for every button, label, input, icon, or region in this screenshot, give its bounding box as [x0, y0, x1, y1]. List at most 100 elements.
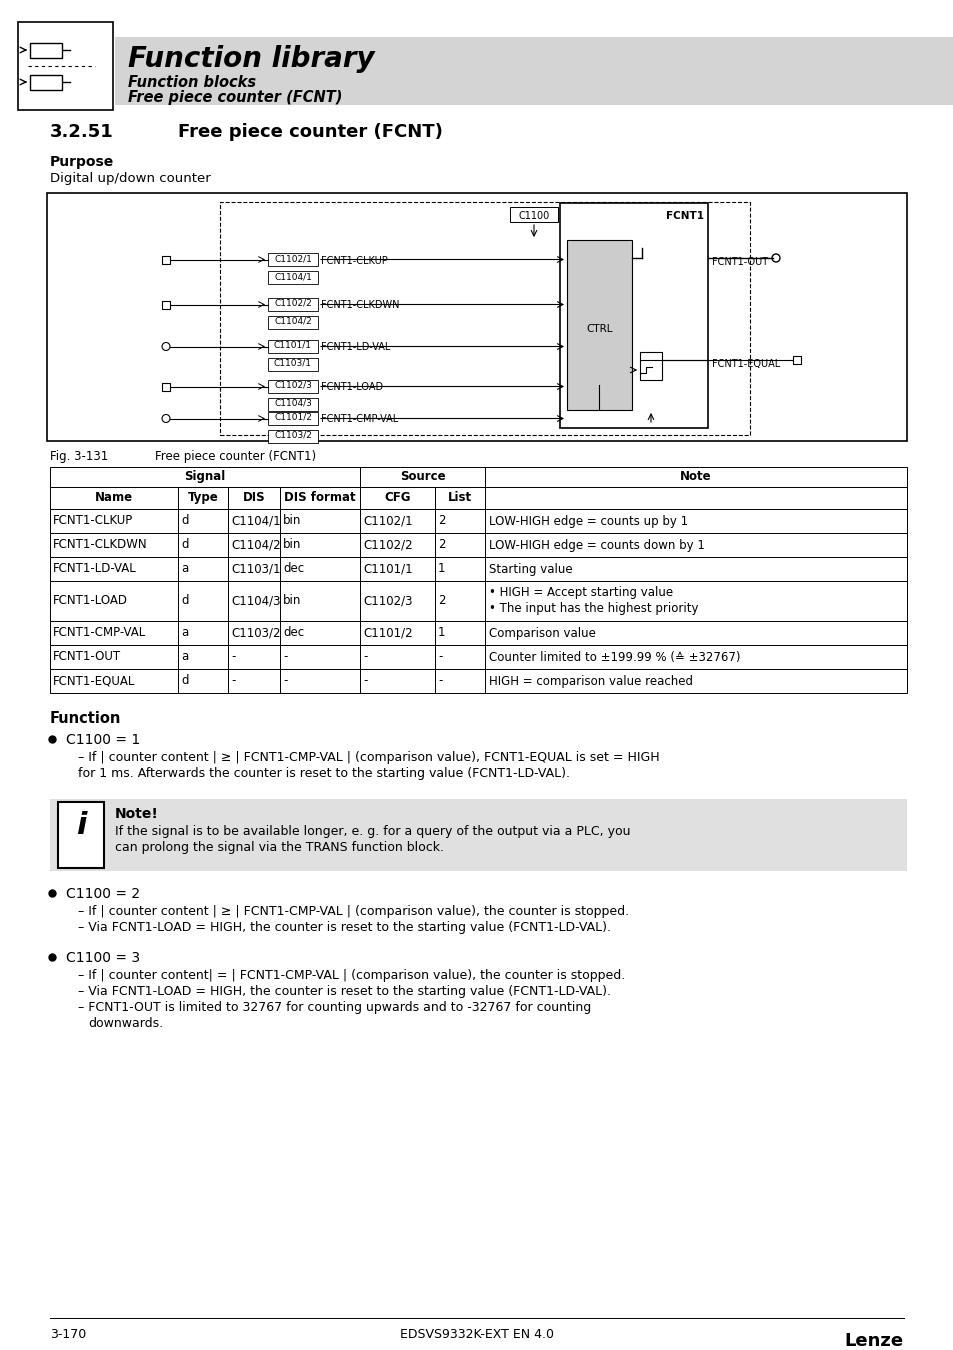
- Text: Free piece counter (FCNT1): Free piece counter (FCNT1): [154, 450, 315, 463]
- Text: C1104/3: C1104/3: [274, 400, 312, 408]
- Text: C1102/1: C1102/1: [363, 514, 413, 528]
- Text: FCNT1-LOAD: FCNT1-LOAD: [53, 594, 128, 608]
- Text: a: a: [181, 651, 188, 663]
- Text: HIGH = comparison value reached: HIGH = comparison value reached: [489, 675, 692, 687]
- Text: FCNT1-OUT: FCNT1-OUT: [711, 256, 767, 267]
- Text: FCNT1-CLKUP: FCNT1-CLKUP: [53, 514, 133, 528]
- Text: C1102/2: C1102/2: [274, 298, 312, 308]
- Bar: [268, 412, 317, 425]
- Bar: [268, 298, 317, 311]
- Bar: [268, 271, 317, 284]
- Text: -: -: [363, 651, 367, 663]
- Text: Starting value: Starting value: [489, 563, 572, 575]
- Text: – Via FCNT1-LOAD = HIGH, the counter is reset to the starting value (FCNT1-LD-VA: – Via FCNT1-LOAD = HIGH, the counter is …: [78, 986, 610, 998]
- Bar: [162, 255, 170, 263]
- Text: • The input has the highest priority: • The input has the highest priority: [489, 602, 698, 616]
- Circle shape: [162, 414, 170, 423]
- Text: Function blocks: Function blocks: [128, 76, 255, 90]
- Text: DIS: DIS: [242, 491, 265, 504]
- Bar: [50, 645, 906, 670]
- Text: FCNT1-CLKUP: FCNT1-CLKUP: [320, 255, 387, 266]
- Text: FCNT1-CLKDWN: FCNT1-CLKDWN: [320, 301, 399, 310]
- Text: bin: bin: [283, 594, 301, 608]
- Bar: [268, 358, 317, 371]
- Bar: [510, 207, 558, 221]
- Text: 3.2.51: 3.2.51: [50, 123, 113, 140]
- Text: Note!: Note!: [115, 807, 159, 821]
- Text: FCNT1-EQUAL: FCNT1-EQUAL: [711, 359, 780, 369]
- Text: FCNT1: FCNT1: [665, 211, 703, 221]
- Bar: [268, 252, 317, 266]
- Text: Type: Type: [188, 491, 218, 504]
- Text: – FCNT1-OUT is limited to 32767 for counting upwards and to -32767 for counting: – FCNT1-OUT is limited to 32767 for coun…: [78, 1000, 591, 1014]
- Bar: [58, 802, 104, 868]
- Bar: [50, 799, 906, 871]
- Text: 3-170: 3-170: [50, 1328, 86, 1341]
- Bar: [792, 356, 801, 365]
- Text: Comparison value: Comparison value: [489, 626, 596, 640]
- Bar: [50, 467, 906, 487]
- Text: dec: dec: [283, 563, 304, 575]
- Text: Digital up/down counter: Digital up/down counter: [50, 171, 211, 185]
- Circle shape: [771, 254, 780, 262]
- Bar: [50, 558, 906, 580]
- Bar: [47, 193, 906, 441]
- Text: EDSVS9332K-EXT EN 4.0: EDSVS9332K-EXT EN 4.0: [399, 1328, 554, 1341]
- Bar: [18, 22, 112, 109]
- Text: a: a: [181, 626, 188, 640]
- Text: C1104/2: C1104/2: [274, 317, 312, 325]
- Text: – Via FCNT1-LOAD = HIGH, the counter is reset to the starting value (FCNT1-LD-VA: – Via FCNT1-LOAD = HIGH, the counter is …: [78, 921, 610, 934]
- Text: C1102/2: C1102/2: [363, 539, 413, 552]
- Text: FCNT1-LD-VAL: FCNT1-LD-VAL: [53, 563, 136, 575]
- Text: bin: bin: [283, 539, 301, 552]
- Text: -: -: [283, 651, 287, 663]
- Text: C1100 = 1: C1100 = 1: [66, 733, 140, 747]
- Bar: [30, 76, 62, 90]
- Text: C1104/3: C1104/3: [231, 594, 280, 608]
- Text: C1104/1: C1104/1: [231, 514, 280, 528]
- Text: LOW-HIGH edge = counts up by 1: LOW-HIGH edge = counts up by 1: [489, 514, 687, 528]
- Bar: [162, 382, 170, 390]
- Bar: [268, 398, 317, 410]
- Text: bin: bin: [283, 514, 301, 528]
- Bar: [566, 240, 631, 410]
- Text: -: -: [437, 651, 442, 663]
- Bar: [268, 379, 317, 393]
- Text: Name: Name: [95, 491, 132, 504]
- Text: Lenze: Lenze: [844, 1332, 903, 1350]
- Text: d: d: [181, 594, 189, 608]
- Text: -: -: [363, 675, 367, 687]
- Text: 1: 1: [437, 626, 445, 640]
- Text: a: a: [181, 563, 188, 575]
- Text: FCNT1-EQUAL: FCNT1-EQUAL: [53, 675, 135, 687]
- Bar: [220, 202, 749, 435]
- Text: LOW-HIGH edge = counts down by 1: LOW-HIGH edge = counts down by 1: [489, 539, 704, 552]
- Text: Note: Note: [679, 470, 711, 483]
- Text: can prolong the signal via the TRANS function block.: can prolong the signal via the TRANS fun…: [115, 841, 443, 855]
- Text: FCNT1-CLKDWN: FCNT1-CLKDWN: [53, 539, 148, 552]
- Text: for 1 ms. Afterwards the counter is reset to the starting value (FCNT1-LD-VAL).: for 1 ms. Afterwards the counter is rese…: [78, 767, 569, 780]
- Text: – If | counter content | ≥ | FCNT1-CMP-VAL | (comparison value), the counter is : – If | counter content | ≥ | FCNT1-CMP-V…: [78, 904, 628, 918]
- Text: Fig. 3-131: Fig. 3-131: [50, 450, 108, 463]
- Text: C1101/1: C1101/1: [274, 342, 312, 350]
- Bar: [268, 316, 317, 329]
- Text: C1103/1: C1103/1: [231, 563, 280, 575]
- Text: 1: 1: [437, 563, 445, 575]
- Bar: [50, 509, 906, 533]
- Text: -: -: [437, 675, 442, 687]
- Text: d: d: [181, 514, 189, 528]
- Text: C1100 = 3: C1100 = 3: [66, 950, 140, 965]
- Text: C1101/2: C1101/2: [363, 626, 413, 640]
- Text: FCNT1-CMP-VAL: FCNT1-CMP-VAL: [320, 414, 397, 424]
- Bar: [268, 431, 317, 443]
- Text: C1100 = 2: C1100 = 2: [66, 887, 140, 900]
- Text: FCNT1-LOAD: FCNT1-LOAD: [320, 382, 383, 393]
- Text: Free piece counter (FCNT): Free piece counter (FCNT): [178, 123, 442, 140]
- Text: -: -: [231, 651, 235, 663]
- Circle shape: [162, 343, 170, 351]
- Bar: [559, 202, 707, 428]
- Text: C1104/1: C1104/1: [274, 271, 312, 281]
- Bar: [162, 301, 170, 309]
- Text: FCNT1-OUT: FCNT1-OUT: [53, 651, 121, 663]
- Bar: [639, 352, 661, 379]
